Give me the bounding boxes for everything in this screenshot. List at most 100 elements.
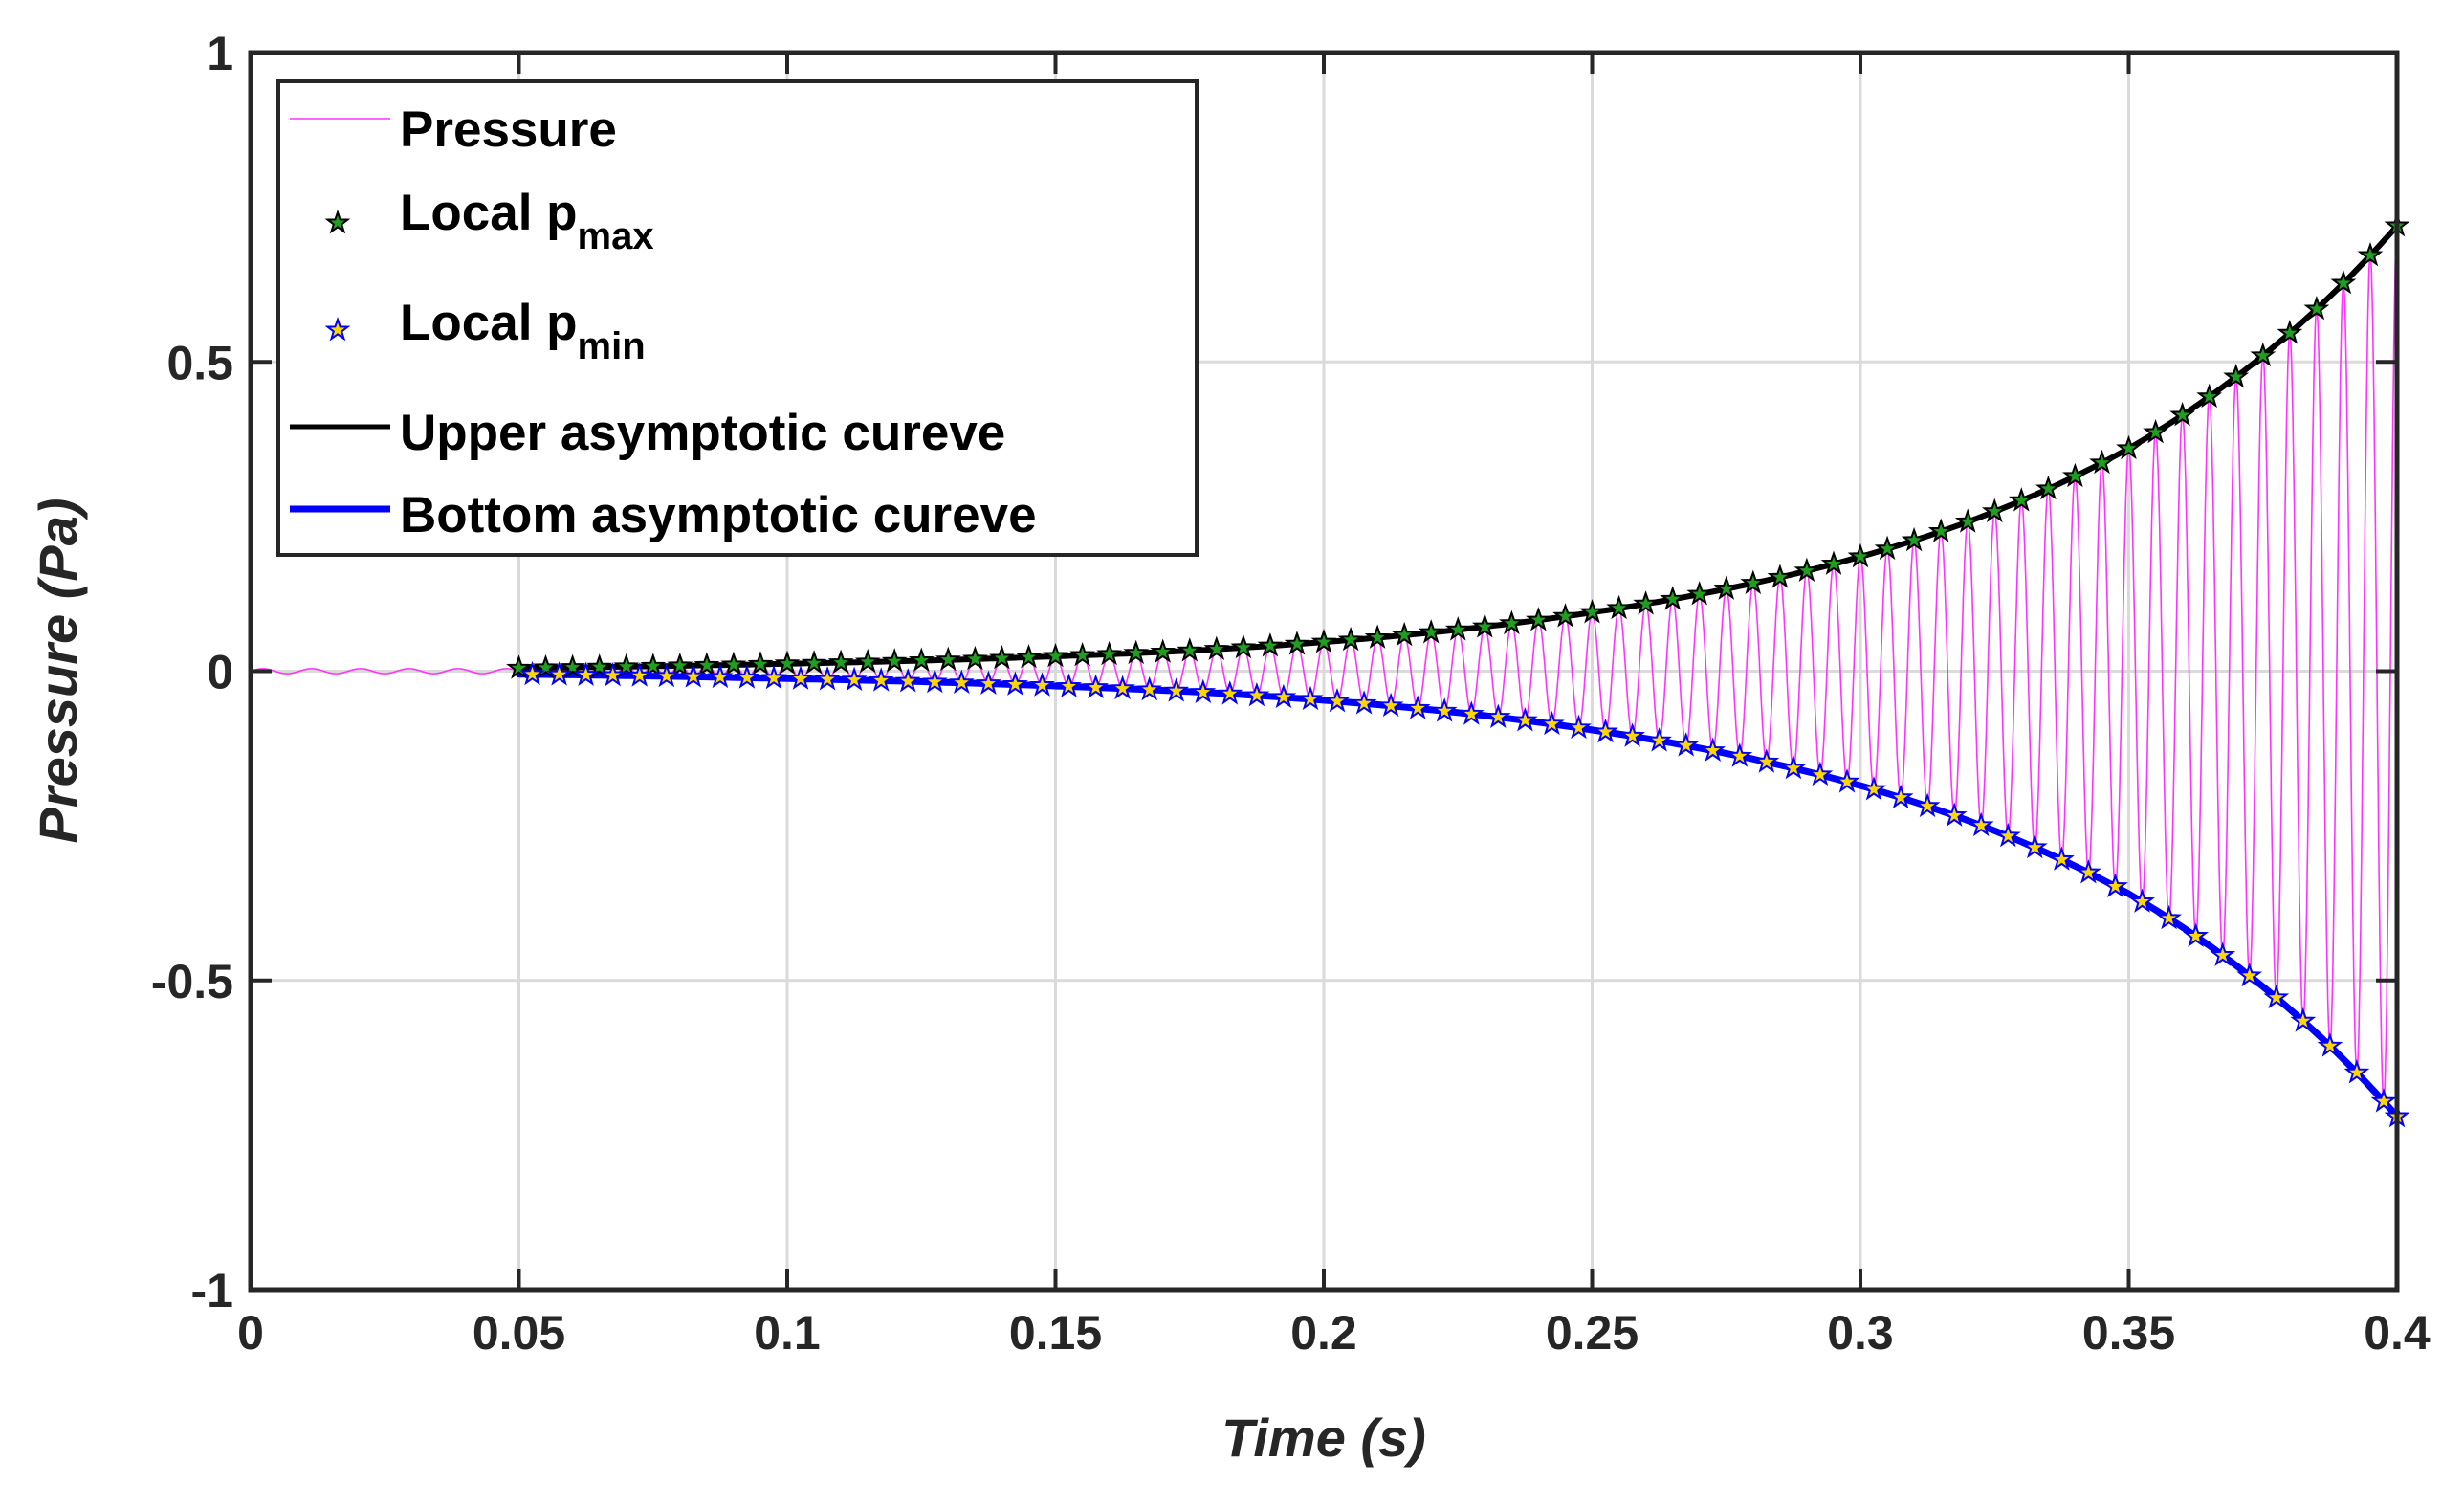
legend-upper-label: Upper asymptotic cureve xyxy=(400,405,1005,461)
pmax-marker xyxy=(720,651,747,676)
series-layer xyxy=(250,211,2410,1128)
pmin-marker xyxy=(1941,802,1968,827)
x-tick-label: 0.2 xyxy=(1290,1306,1357,1360)
y-tick-label: -1 xyxy=(191,1264,233,1317)
pmax-marker xyxy=(1284,631,1310,655)
pmin-marker xyxy=(546,661,572,686)
pmax-marker xyxy=(1767,564,1793,588)
pmax-marker xyxy=(533,653,559,679)
x-tick-label: 0.1 xyxy=(754,1306,821,1360)
pmin-marker xyxy=(2076,859,2101,884)
legend-pmax-label: Local pmax xyxy=(400,185,654,257)
y-tick-label: 0.5 xyxy=(166,336,233,389)
pmax-marker xyxy=(881,648,908,673)
pmax-marker xyxy=(1793,557,1820,583)
pmin-marker xyxy=(1593,718,1618,743)
pmin-marker xyxy=(1136,675,1163,701)
pmax-marker xyxy=(640,653,667,677)
pmax-marker xyxy=(2089,449,2115,475)
pmax-marker xyxy=(854,648,881,674)
pmin-marker xyxy=(734,664,760,689)
pmin-marker xyxy=(1860,776,1887,801)
pmin-marker xyxy=(1619,722,1645,747)
pmin-marker xyxy=(2021,833,2048,859)
pmin-marker xyxy=(707,663,734,689)
legend-box xyxy=(276,79,1199,557)
pmax-marker xyxy=(1391,621,1418,647)
pmin-marker xyxy=(2102,873,2128,897)
legend-pmin-text: Local p xyxy=(400,295,578,351)
pmax-marker xyxy=(1069,641,1095,667)
pmin-marker xyxy=(627,662,653,687)
pmax-marker xyxy=(1981,498,2008,523)
pmax-marker xyxy=(1606,594,1632,620)
pmax-marker xyxy=(1740,569,1767,594)
x-tick-label: 0.35 xyxy=(2082,1306,2175,1360)
pmax-marker xyxy=(962,645,988,671)
legend: Pressure Local pmax Local pmin Upper asy… xyxy=(276,79,1199,557)
pmax-marker xyxy=(1444,616,1471,641)
pmin-marker xyxy=(1673,732,1700,757)
pmax-marker xyxy=(1043,642,1068,668)
pmin-marker xyxy=(2183,922,2209,947)
pmin-marker xyxy=(1700,737,1727,762)
pmax-marker xyxy=(506,654,532,679)
legend-pmax-subscript: max xyxy=(578,215,654,257)
legend-pmax-text: Local p xyxy=(400,185,578,241)
legend-pmin-label: Local pmin xyxy=(400,295,646,367)
pmax-marker xyxy=(1713,575,1740,600)
pmin-marker xyxy=(1270,683,1297,709)
pmax-marker xyxy=(1337,626,1364,652)
pmax-marker xyxy=(586,653,613,678)
pmin-marker xyxy=(1056,673,1082,697)
pmin-marker xyxy=(1002,671,1028,696)
pmax-marker xyxy=(2062,462,2088,488)
pmin-marker xyxy=(680,663,707,688)
y-axis-label: Pressure (Pa) xyxy=(28,498,88,843)
pmin-marker xyxy=(1110,675,1135,700)
pmin-marker xyxy=(814,666,841,691)
y-tick-label: 1 xyxy=(207,27,233,80)
pmin-marker xyxy=(2156,904,2182,930)
pmin-marker xyxy=(573,661,599,686)
pmin-marker xyxy=(600,661,627,687)
pmax-marker xyxy=(1579,599,1605,624)
x-tick-label: 0.15 xyxy=(1009,1306,1102,1360)
pmin-marker xyxy=(841,666,868,692)
pmax-marker xyxy=(1257,632,1284,657)
pmax-marker xyxy=(1660,586,1686,610)
pmax-marker xyxy=(2277,320,2303,344)
pmax-marker xyxy=(908,647,935,672)
x-tick-label: 0.4 xyxy=(2364,1306,2431,1360)
ticks: 0 0.05 0.1 0.15 0.2 0.25 0.3 0.35 0.4 1 0.5 0 -0.5 -1 xyxy=(151,27,2431,1360)
pmax-marker xyxy=(2035,475,2061,500)
pmax-marker xyxy=(1954,508,1981,533)
pmax-marker xyxy=(667,652,693,677)
pmax-marker xyxy=(613,653,640,678)
pmin-marker xyxy=(1458,700,1485,725)
pmin-marker xyxy=(1646,727,1672,752)
pmin-marker xyxy=(2343,1059,2370,1084)
pmax-marker xyxy=(1150,638,1177,663)
pmin-marker xyxy=(760,664,787,690)
pmax-marker xyxy=(1901,526,1927,552)
pmax-marker xyxy=(693,652,720,676)
pmax-marker xyxy=(2330,269,2357,295)
pmax-marker xyxy=(1364,624,1391,649)
pmin-marker xyxy=(2049,846,2075,871)
x-tick-label: 0.3 xyxy=(1827,1306,1894,1360)
pmin-marker xyxy=(1807,761,1834,786)
x-axis-label: Time (s) xyxy=(1221,1407,1426,1468)
y-tick-label: 0 xyxy=(207,646,233,699)
pmin-marker xyxy=(1512,707,1538,732)
pmax-marker xyxy=(1471,613,1498,638)
legend-bottom-label: Bottom asymptotic cureve xyxy=(400,487,1037,543)
pmax-marker xyxy=(1230,633,1257,659)
pmin-marker xyxy=(1968,811,1994,837)
pmin-marker xyxy=(1243,681,1270,707)
pmax-marker xyxy=(989,644,1015,670)
pmin-marker xyxy=(1351,690,1377,715)
pmin-marker xyxy=(2210,941,2236,966)
pmax-marker xyxy=(1123,639,1150,665)
pmin-marker xyxy=(1753,748,1780,773)
